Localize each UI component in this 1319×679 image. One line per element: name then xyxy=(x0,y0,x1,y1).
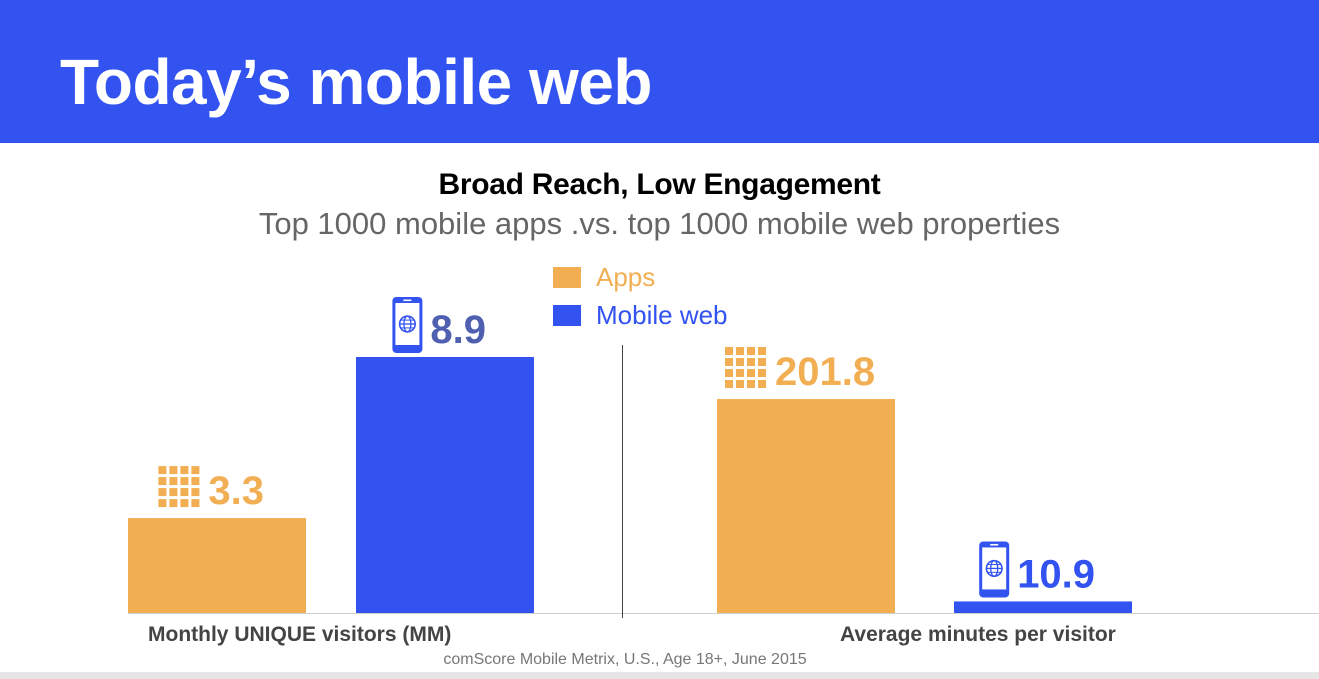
bar-apps-1 xyxy=(717,399,895,613)
bottom-strip xyxy=(0,672,1319,679)
app-grid-icon-1 xyxy=(725,347,766,388)
legend-item-mobile-web: Mobile web xyxy=(553,300,728,330)
bar-mobile-web-0 xyxy=(356,357,534,613)
phone-globe-icon-1 xyxy=(979,541,1010,598)
app-grid-icon-0 xyxy=(158,466,200,508)
category-label-minutes-per-visitor: Average minutes per visitor xyxy=(840,623,1116,646)
data-label-apps-0: 3.3 xyxy=(208,469,264,513)
legend-label-apps: Apps xyxy=(596,262,656,292)
header-banner: Today’s mobile web xyxy=(0,0,1319,143)
legend-swatch-mobile-web xyxy=(553,304,581,326)
chart-title: Broad Reach, Low Engagement xyxy=(438,168,881,201)
category-label-unique-visitors: Monthly UNIQUE visitors (MM) xyxy=(148,623,452,646)
legend-item-apps: Apps xyxy=(553,262,655,292)
bar-apps-0 xyxy=(128,518,306,613)
data-label-mobile-web-1: 10.9 xyxy=(1017,552,1095,596)
data-label-apps-1: 201.8 xyxy=(775,350,875,394)
phone-globe-icon-0 xyxy=(392,297,423,353)
legend-label-mobile-web: Mobile web xyxy=(596,300,728,330)
bar-mobile-web-1 xyxy=(954,601,1132,613)
legend-swatch-apps xyxy=(553,266,581,288)
page-title: Today’s mobile web xyxy=(60,46,653,118)
source-note: comScore Mobile Metrix, U.S., Age 18+, J… xyxy=(443,651,807,668)
chart-subtitle: Top 1000 mobile apps .vs. top 1000 mobil… xyxy=(258,206,1061,241)
data-label-mobile-web-0: 8.9 xyxy=(430,308,486,352)
